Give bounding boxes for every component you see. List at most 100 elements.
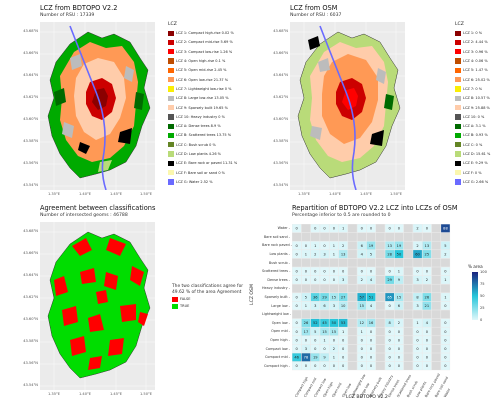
heatmap-cell	[431, 224, 441, 233]
lat-tick: 43.56°N	[273, 161, 288, 165]
heatmap-cell	[338, 275, 348, 284]
heatmap-cell-label: 0	[333, 278, 336, 282]
osm-map	[290, 22, 405, 190]
heatmap-cell-label: 0	[323, 347, 326, 351]
heatmap-cell-label: 0	[426, 364, 429, 368]
legend-item: LCZ 6: 25.02 %	[455, 77, 490, 83]
heatmap-cell	[338, 293, 348, 302]
heatmap-cell-label: 26	[425, 295, 430, 299]
heatmap-cell	[310, 310, 320, 319]
heatmap-cell	[394, 275, 404, 284]
lat-tick: 43.54°N	[23, 383, 38, 387]
heatmap-cell	[441, 361, 450, 370]
heatmap-cell	[413, 353, 422, 362]
heatmap-cell	[413, 301, 422, 310]
heatmap-y-tick: Open low -	[271, 320, 290, 325]
heatmap-cell-label: 16	[369, 321, 374, 325]
heatmap-cell	[348, 250, 357, 259]
heatmap-cell-label: 0	[361, 347, 364, 351]
heatmap-cell-label: 1	[416, 321, 418, 325]
heatmap-cell-label: 0	[296, 252, 299, 256]
heatmap-cell	[301, 310, 311, 319]
heatmap-cell-label: 19	[397, 244, 402, 248]
heatmap-cell	[385, 241, 394, 250]
heatmap-cell	[403, 301, 413, 310]
legend-label: LCZ G: Water 2.52 %	[176, 179, 213, 184]
legend-item: LCZ E: 9.29 %	[455, 160, 488, 167]
heatmap-y-tick: Lightweight low -	[262, 312, 292, 317]
legend-label: LCZ 8: Large low-rise 13.05 %	[176, 96, 229, 101]
legend-item: LCZ 3: Compact low-rise 1.26 %	[168, 49, 232, 55]
heatmap-cell	[320, 284, 329, 293]
heatmap-cell	[431, 310, 441, 319]
heatmap-cell	[385, 344, 394, 353]
heatmap-cell	[338, 327, 348, 336]
heatmap-cell	[357, 293, 367, 302]
heatmap-cell-label: 50	[332, 321, 337, 325]
legend-item: LCZ 9: 25.88 %	[455, 104, 490, 111]
heatmap-cell	[292, 293, 301, 302]
heatmap-cell-label: 52	[313, 321, 318, 325]
heatmap-cell	[301, 284, 311, 293]
colorbar-title: % area	[468, 264, 483, 269]
lat-tick: 43.66°N	[23, 51, 38, 55]
heatmap-cell	[422, 310, 432, 319]
heatmap-cell	[441, 267, 450, 276]
heatmap-cell-label: 0	[296, 321, 299, 325]
legend-item: LCZ B: 0.93 %	[455, 132, 488, 139]
heatmap-cell	[422, 318, 432, 327]
heatmap-cell	[292, 232, 301, 241]
heatmap-cell	[441, 327, 450, 336]
heatmap-cell	[338, 310, 348, 319]
heatmap-cell	[403, 327, 413, 336]
legend-item: LCZ A: Dense trees 8.9 %	[168, 123, 221, 129]
heatmap-cell	[310, 275, 320, 284]
heatmap-cell	[441, 284, 450, 293]
heatmap-cell	[292, 353, 301, 362]
lat-tick: 43.64°N	[23, 73, 38, 77]
heatmap-cell-label: 0	[314, 227, 317, 231]
heatmap-cell	[310, 336, 320, 345]
heatmap-cell-label: 88	[443, 227, 448, 231]
heatmap-cell-label: 2	[342, 244, 344, 248]
heatmap-cell	[357, 267, 367, 276]
heatmap-cell-label: 0	[389, 356, 392, 360]
heatmap-y-tick: Compact low -	[265, 346, 290, 351]
legend-label: LCZ D: Low plants 4.26 %	[176, 152, 221, 157]
heatmap-cell	[310, 258, 320, 267]
legend-label: LCZ C: Bush scrub 0 %	[176, 142, 216, 147]
heatmap-cell	[366, 250, 376, 259]
heatmap-cell-label: 0	[426, 270, 429, 274]
heatmap-cell	[348, 232, 357, 241]
heatmap-cell	[385, 284, 394, 293]
heatmap-cell	[292, 301, 301, 310]
heatmap-cell-label: 1	[305, 252, 307, 256]
heatmap-y-tick: Low plants -	[269, 252, 290, 256]
heatmap-cell	[394, 241, 404, 250]
heatmap-cell	[385, 327, 394, 336]
colorbar-tick: 75	[480, 282, 485, 286]
legend-label: LCZ B: 0.93 %	[463, 133, 488, 138]
legend-label: LCZ C: 0 %	[463, 142, 483, 147]
heatmap-cell	[376, 293, 385, 302]
heatmap-cell	[357, 361, 367, 370]
heatmap-cell-label: 3	[416, 304, 418, 308]
heatmap-cell	[413, 267, 422, 276]
heatmap-cell-label: 0	[323, 270, 326, 274]
heatmap-cell-label: 0	[296, 295, 299, 299]
legend-item: LCZ D: 15.61 %	[455, 151, 490, 157]
panel-title: LCZ from BDTOPO V2.2	[40, 4, 118, 12]
heatmap-cell	[320, 293, 329, 302]
heatmap-cell-label: 0	[398, 227, 401, 231]
legend-swatch	[455, 114, 461, 120]
heatmap-cell	[292, 310, 301, 319]
lat-tick: 43.54°N	[23, 183, 38, 187]
panel-osm-map: LCZ from OSM Number of RSU : 6037 43.68°…	[250, 0, 500, 200]
heatmap-cell	[329, 327, 339, 336]
heatmap-cell	[385, 250, 394, 259]
heatmap-cell-label: 13	[341, 252, 346, 256]
heatmap-cell	[366, 241, 376, 250]
heatmap-cell-label: 2	[416, 227, 418, 231]
heatmap-cell	[320, 224, 329, 233]
heatmap-cell	[348, 275, 357, 284]
